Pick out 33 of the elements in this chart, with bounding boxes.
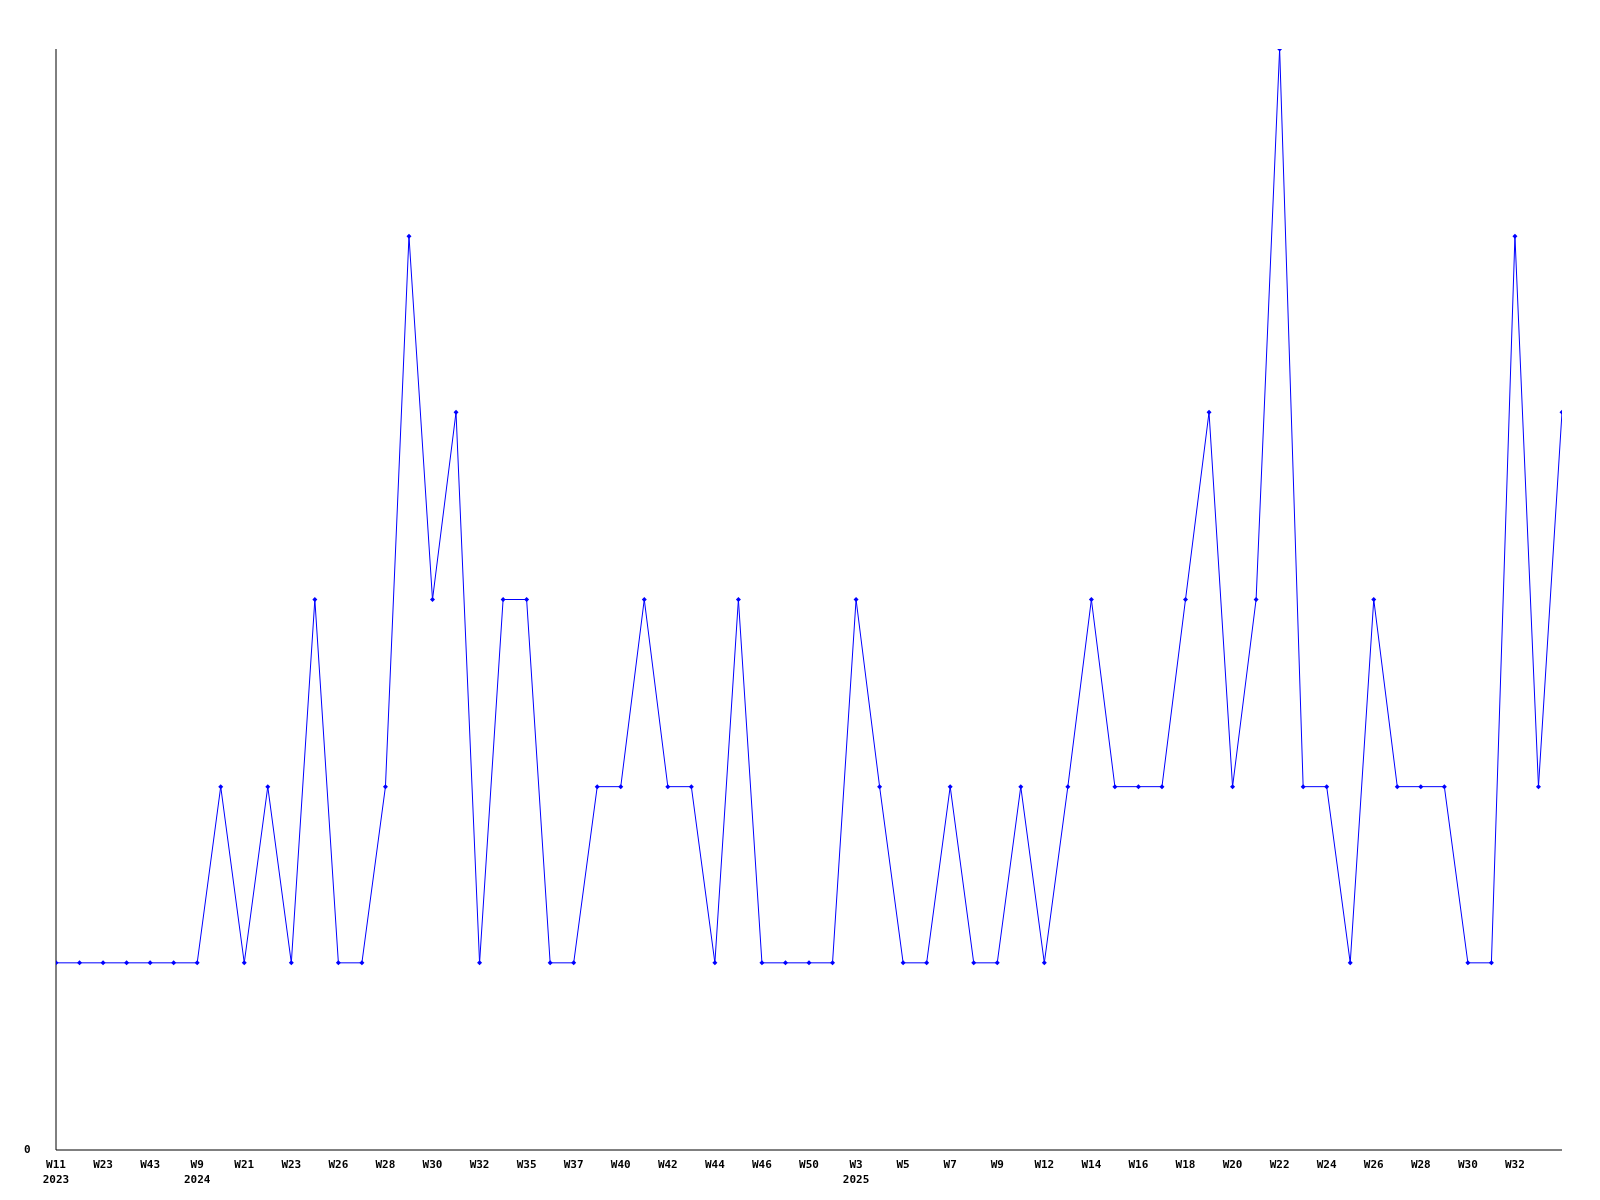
x-tick-label: W9 xyxy=(990,1158,1004,1171)
x-tick-label: W24 xyxy=(1316,1158,1337,1171)
x-tick-label: W37 xyxy=(563,1158,584,1171)
x-tick-label: W28 xyxy=(1410,1158,1431,1171)
x-tick-label: W12 xyxy=(1034,1158,1055,1171)
x-tick-label: W46 xyxy=(752,1158,773,1171)
x-tick-label: W43 xyxy=(140,1158,161,1171)
x-tick-label: W23 xyxy=(281,1158,302,1171)
x-tick-label: W26 xyxy=(1363,1158,1385,1171)
x-tick-label: W32 xyxy=(469,1158,490,1171)
x-tick-label: W50 xyxy=(799,1158,819,1171)
x-tick-label: W14 xyxy=(1081,1158,1102,1171)
x-tick-label: W30 xyxy=(422,1158,443,1171)
x-tick-label: W23 xyxy=(93,1158,113,1171)
x-tick-label: W44 xyxy=(704,1158,726,1171)
x-tick-label: W11 2023 xyxy=(42,1158,70,1186)
x-tick-label: W20 xyxy=(1222,1158,1243,1171)
x-tick-label: W22 xyxy=(1269,1158,1290,1171)
x-tick-label: W30 xyxy=(1457,1158,1478,1171)
x-tick-label: W18 xyxy=(1175,1158,1196,1171)
x-tick-label: W32 xyxy=(1505,1158,1525,1171)
x-tick-label: W9 2024 xyxy=(183,1158,211,1186)
text: 0 xyxy=(24,1143,31,1156)
x-tick-label: W5 xyxy=(896,1158,910,1171)
x-tick-label: W35 xyxy=(516,1158,537,1171)
x-tick-label: W26 xyxy=(328,1158,349,1171)
x-tick-label: W3 2025 xyxy=(842,1158,870,1186)
x-tick-label: W16 xyxy=(1128,1158,1149,1171)
x-tick-label: W7 xyxy=(943,1158,957,1171)
x-tick-label: W21 xyxy=(234,1158,255,1171)
x-tick-label: W40 xyxy=(610,1158,631,1171)
x-tick-label: W42 xyxy=(657,1158,678,1171)
x-tick-label: W28 xyxy=(375,1158,396,1171)
